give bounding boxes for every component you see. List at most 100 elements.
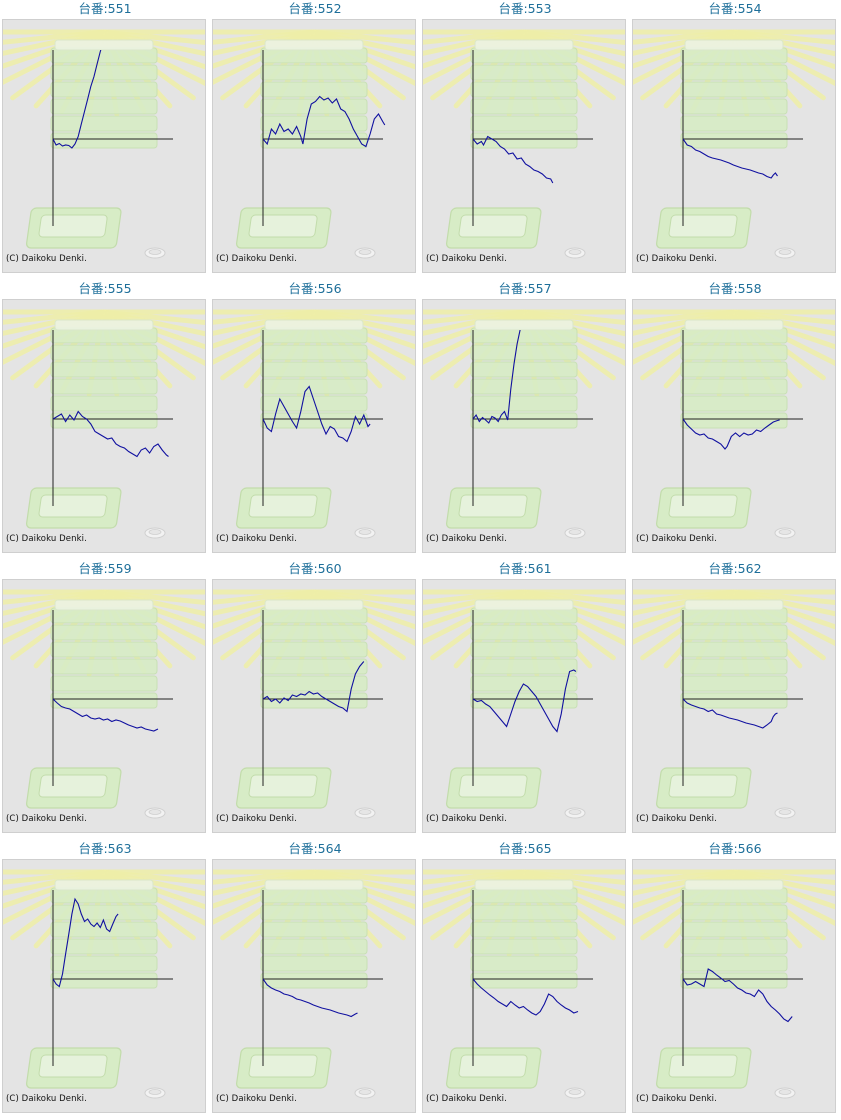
chart-title[interactable]: 台番:555 — [78, 281, 132, 296]
series-line — [53, 410, 169, 458]
series-line — [683, 418, 780, 450]
background-art — [3, 869, 205, 1099]
chart-title[interactable]: 台番:551 — [78, 1, 132, 16]
chart-svg — [3, 29, 205, 259]
chart-title[interactable]: 台番:554 — [708, 1, 762, 16]
chart-title[interactable]: 台番:560 — [288, 561, 342, 576]
background-art — [633, 309, 835, 539]
chart-title[interactable]: 台番:556 — [288, 281, 342, 296]
chart-cell: 台番:552 (C) Daikoku Denki. — [210, 0, 420, 280]
chart-svg — [633, 309, 835, 539]
chart-svg — [633, 589, 835, 819]
background-art — [3, 29, 205, 259]
copyright-text: (C) Daikoku Denki. — [6, 1094, 87, 1104]
chart-svg — [213, 589, 415, 819]
background-art — [423, 29, 625, 259]
copyright-text: (C) Daikoku Denki. — [6, 254, 87, 264]
chart-cell: 台番:556 (C) Daikoku Denki. — [210, 280, 420, 560]
chart-card: (C) Daikoku Denki. — [212, 299, 416, 553]
chart-svg — [213, 869, 415, 1099]
chart-card: (C) Daikoku Denki. — [632, 299, 836, 553]
series-line — [263, 978, 358, 1018]
chart-cell: 台番:557 (C) Daikoku Denki. — [420, 280, 630, 560]
background-art — [633, 29, 835, 259]
chart-card: (C) Daikoku Denki. — [212, 859, 416, 1113]
chart-card: (C) Daikoku Denki. — [422, 299, 626, 553]
chart-card: (C) Daikoku Denki. — [632, 579, 836, 833]
chart-card: (C) Daikoku Denki. — [2, 859, 206, 1113]
background-art — [633, 869, 835, 1099]
background-art — [3, 309, 205, 539]
chart-cell: 台番:558 (C) Daikoku Denki. — [630, 280, 840, 560]
chart-svg — [423, 589, 625, 819]
chart-title[interactable]: 台番:552 — [288, 1, 342, 16]
chart-cell: 台番:566 (C) Daikoku Denki. — [630, 840, 840, 1120]
chart-cell: 台番:554 (C) Daikoku Denki. — [630, 0, 840, 280]
chart-title[interactable]: 台番:565 — [498, 841, 552, 856]
series-line — [473, 669, 577, 733]
chart-title[interactable]: 台番:563 — [78, 841, 132, 856]
background-art — [213, 309, 415, 539]
series-line — [683, 968, 793, 1023]
background-art — [633, 589, 835, 819]
copyright-text: (C) Daikoku Denki. — [6, 534, 87, 544]
chart-title[interactable]: 台番:566 — [708, 841, 762, 856]
chart-card: (C) Daikoku Denki. — [422, 19, 626, 273]
series-line — [473, 135, 554, 184]
chart-svg — [423, 309, 625, 539]
background-art — [3, 589, 205, 819]
series-line — [53, 897, 119, 988]
background-art — [423, 589, 625, 819]
chart-card: (C) Daikoku Denki. — [212, 579, 416, 833]
chart-title[interactable]: 台番:559 — [78, 561, 132, 576]
chart-card: (C) Daikoku Denki. — [422, 579, 626, 833]
chart-svg — [3, 869, 205, 1099]
chart-title[interactable]: 台番:557 — [498, 281, 552, 296]
series-line — [683, 698, 778, 729]
copyright-text: (C) Daikoku Denki. — [6, 814, 87, 824]
copyright-text: (C) Daikoku Denki. — [636, 534, 717, 544]
copyright-text: (C) Daikoku Denki. — [216, 534, 297, 544]
chart-card: (C) Daikoku Denki. — [2, 19, 206, 273]
chart-cell: 台番:565 (C) Daikoku Denki. — [420, 840, 630, 1120]
background-art — [213, 869, 415, 1099]
chart-cell: 台番:551 (C) Daikoku Denki. — [0, 0, 210, 280]
chart-svg — [213, 29, 415, 259]
chart-cell: 台番:553 (C) Daikoku Denki. — [420, 0, 630, 280]
chart-cell: 台番:559 (C) Daikoku Denki. — [0, 560, 210, 840]
copyright-text: (C) Daikoku Denki. — [636, 814, 717, 824]
series-line — [53, 50, 102, 149]
chart-title[interactable]: 台番:564 — [288, 841, 342, 856]
series-line — [263, 385, 371, 443]
copyright-text: (C) Daikoku Denki. — [216, 1094, 297, 1104]
chart-cell: 台番:562 (C) Daikoku Denki. — [630, 560, 840, 840]
chart-card: (C) Daikoku Denki. — [212, 19, 416, 273]
chart-svg — [633, 29, 835, 259]
chart-title[interactable]: 台番:553 — [498, 1, 552, 16]
chart-cell: 台番:564 (C) Daikoku Denki. — [210, 840, 420, 1120]
copyright-text: (C) Daikoku Denki. — [426, 254, 507, 264]
copyright-text: (C) Daikoku Denki. — [636, 1094, 717, 1104]
copyright-text: (C) Daikoku Denki. — [426, 534, 507, 544]
chart-svg — [423, 869, 625, 1099]
chart-svg — [3, 589, 205, 819]
chart-title[interactable]: 台番:558 — [708, 281, 762, 296]
series-line — [473, 978, 579, 1016]
chart-cell: 台番:563 (C) Daikoku Denki. — [0, 840, 210, 1120]
series-line — [473, 330, 521, 424]
background-art — [423, 869, 625, 1099]
background-art — [423, 309, 625, 539]
series-line — [263, 95, 386, 148]
copyright-text: (C) Daikoku Denki. — [426, 814, 507, 824]
chart-title[interactable]: 台番:561 — [498, 561, 552, 576]
copyright-text: (C) Daikoku Denki. — [216, 254, 297, 264]
series-line — [53, 698, 159, 732]
chart-svg — [213, 309, 415, 539]
chart-card: (C) Daikoku Denki. — [2, 299, 206, 553]
chart-card: (C) Daikoku Denki. — [632, 19, 836, 273]
chart-title[interactable]: 台番:562 — [708, 561, 762, 576]
series-line — [263, 661, 365, 713]
background-art — [213, 589, 415, 819]
chart-card: (C) Daikoku Denki. — [632, 859, 836, 1113]
background-art — [213, 29, 415, 259]
